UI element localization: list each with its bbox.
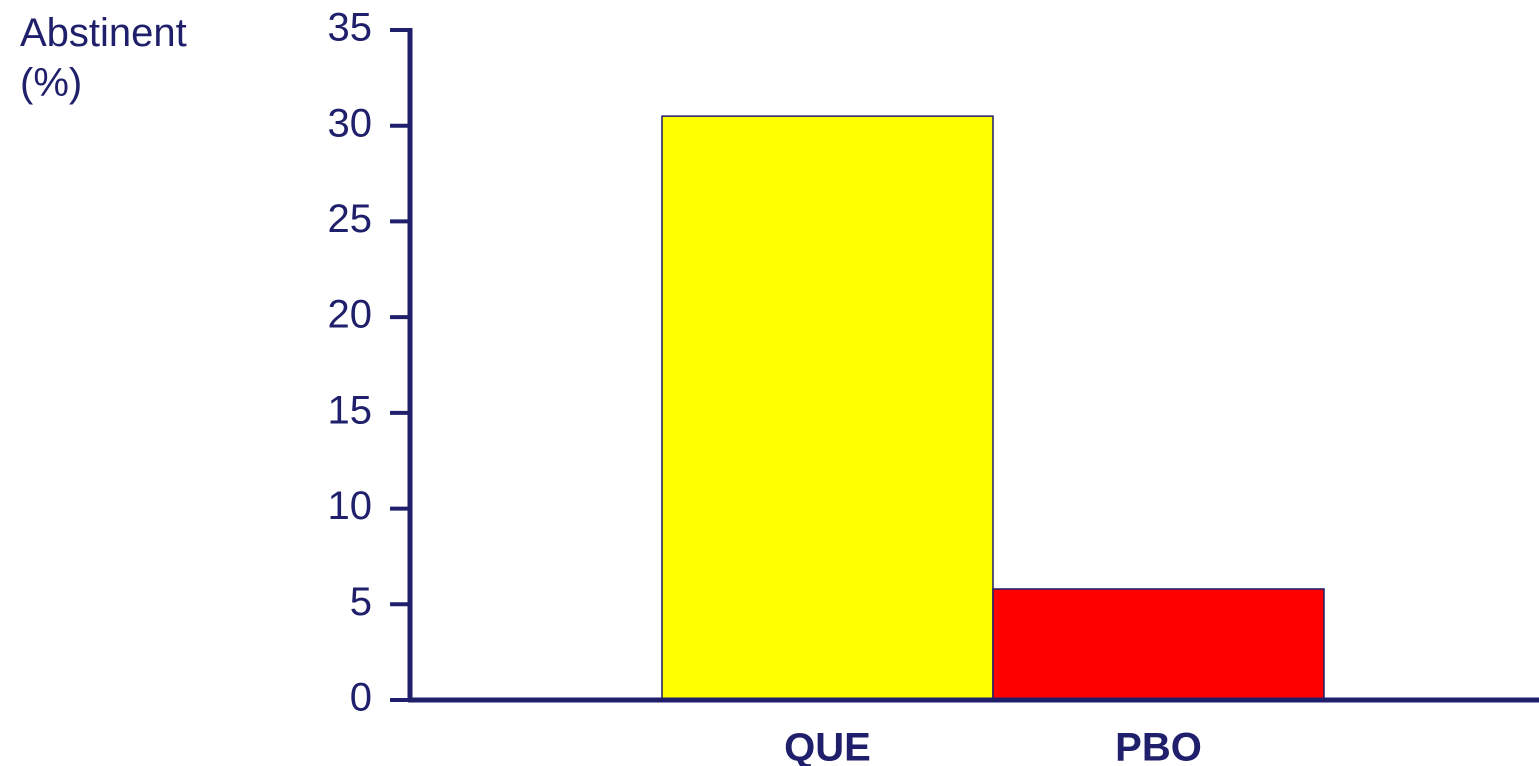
bar (992, 588, 1325, 701)
y-tick-label: 30 (328, 101, 373, 145)
y-tick-label: 5 (350, 580, 372, 624)
y-tick-label: 15 (328, 388, 373, 432)
y-axis-label: Abstinent (%) (20, 11, 187, 105)
y-tick-label: 0 (350, 676, 372, 720)
y-tick-label: 10 (328, 484, 373, 528)
x-tick-label: QUE (784, 726, 871, 766)
y-tick-label: 35 (328, 6, 373, 50)
x-tick-label: PBO (1115, 726, 1202, 766)
bar (661, 115, 994, 701)
y-tick-label: 25 (328, 197, 373, 241)
y-tick-label: 20 (328, 293, 373, 337)
